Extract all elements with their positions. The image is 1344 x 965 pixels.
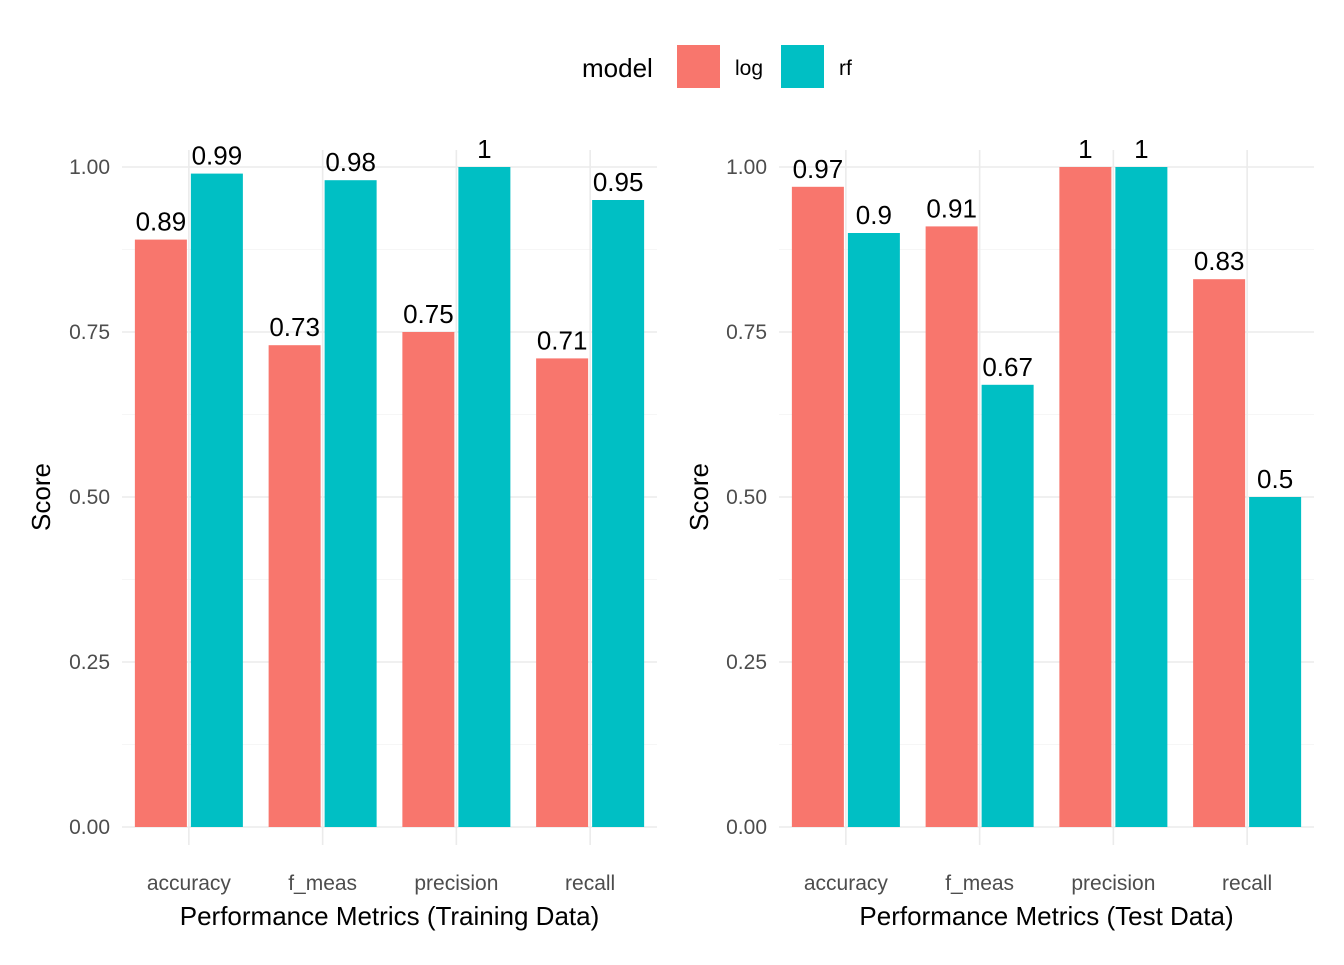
- bar-value-label: 0.89: [136, 207, 187, 237]
- bar-value-label: 0.98: [325, 147, 376, 177]
- bar-rf-f_meas: [324, 180, 377, 827]
- y-tick-label: 0.75: [726, 321, 767, 344]
- x-tick-label: precision: [1071, 872, 1155, 895]
- bar-value-label: 1: [477, 134, 491, 164]
- bar-rf-accuracy: [190, 173, 243, 828]
- bar-value-label: 0.83: [1194, 246, 1245, 276]
- y-axis-title: Score: [684, 463, 714, 531]
- x-tick-label: accuracy: [804, 872, 889, 895]
- bar-rf-accuracy: [847, 233, 900, 827]
- x-tick-label: recall: [1222, 872, 1272, 895]
- y-tick-label: 1.00: [726, 156, 767, 179]
- bar-value-label: 0.67: [982, 352, 1033, 382]
- x-tick-label: recall: [565, 872, 615, 895]
- x-tick-label: f_meas: [945, 872, 1014, 895]
- bar-log-accuracy: [791, 186, 844, 828]
- bar-value-label: 0.9: [856, 200, 892, 230]
- x-tick-label: accuracy: [147, 872, 232, 895]
- legend-label-rf: rf: [839, 57, 852, 80]
- y-tick-label: 0.25: [726, 651, 767, 674]
- y-tick-label: 1.00: [69, 156, 110, 179]
- x-axis-title: Performance Metrics (Test Data): [859, 901, 1233, 931]
- y-tick-label: 0.50: [69, 486, 110, 509]
- y-tick-label: 0.75: [69, 321, 110, 344]
- bar-value-label: 0.5: [1257, 464, 1293, 494]
- bar-log-precision: [1059, 167, 1112, 827]
- x-axis-title: Performance Metrics (Training Data): [180, 901, 600, 931]
- bar-rf-recall: [1249, 497, 1302, 827]
- bar-rf-f_meas: [981, 384, 1034, 827]
- legend-title: model: [582, 53, 653, 83]
- bar-value-label: 0.91: [926, 193, 977, 223]
- bar-value-label: 0.99: [192, 141, 243, 171]
- bar-value-label: 1: [1078, 134, 1092, 164]
- legend-key-rf: [781, 45, 824, 88]
- y-tick-label: 0.25: [69, 651, 110, 674]
- x-tick-label: precision: [414, 872, 498, 895]
- bar-rf-precision: [458, 167, 511, 827]
- bar-rf-recall: [592, 200, 645, 827]
- bar-value-label: 0.75: [403, 299, 454, 329]
- bar-log-recall: [1193, 279, 1246, 827]
- bar-log-accuracy: [134, 239, 187, 828]
- bar-log-precision: [402, 332, 455, 827]
- bar-log-f_meas: [268, 345, 321, 827]
- y-tick-label: 0.50: [726, 486, 767, 509]
- y-tick-label: 0.00: [69, 816, 110, 839]
- bar-value-label: 0.73: [269, 312, 320, 342]
- training-data-panel: 0.00 0.25 0.50 0.75 1.00 0.89 0.73 0.75 0.71 0.99…: [26, 134, 657, 931]
- bar-value-label: 1: [1134, 134, 1148, 164]
- bar-log-f_meas: [925, 226, 978, 827]
- bar-value-label: 0.71: [537, 325, 588, 355]
- y-tick-label: 0.00: [726, 816, 767, 839]
- bar-log-recall: [536, 358, 589, 827]
- bar-value-label: 0.97: [793, 154, 844, 184]
- y-axis-title: Score: [26, 463, 56, 531]
- legend-key-log: [677, 45, 720, 88]
- bar-rf-precision: [1115, 167, 1168, 827]
- legend-label-log: log: [735, 57, 763, 80]
- legend: model log rf: [582, 45, 852, 88]
- x-tick-label: f_meas: [288, 872, 357, 895]
- test-data-panel: 0.00 0.25 0.50 0.75 1.00 0.97 0.91 1 0.83 0.9 0.67…: [684, 134, 1314, 931]
- bar-value-label: 0.95: [593, 167, 644, 197]
